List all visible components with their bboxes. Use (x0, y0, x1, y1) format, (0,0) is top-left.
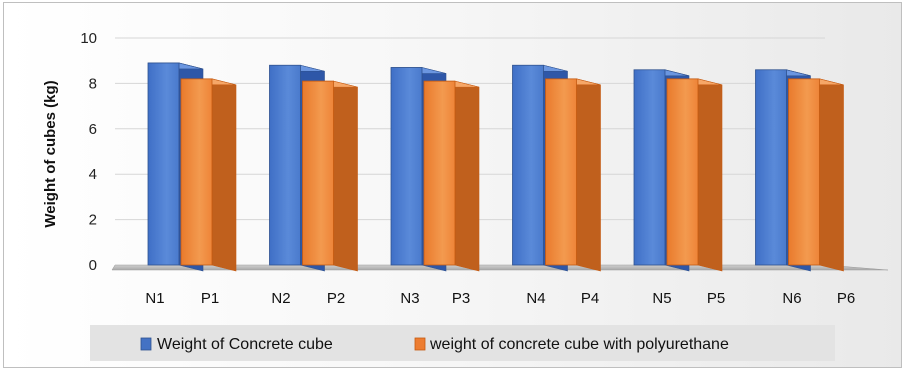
bar-side (576, 78, 601, 272)
bar-front (180, 78, 213, 266)
x-label-p1: P1 (201, 290, 219, 307)
x-label-n4: N4 (526, 290, 545, 307)
legend-box (90, 325, 835, 361)
bar-side (454, 80, 480, 272)
x-label-p2: P2 (327, 290, 345, 307)
bar-p3 (423, 80, 480, 272)
bars (147, 62, 844, 272)
bar-front (666, 78, 699, 266)
bar-side (819, 78, 844, 272)
bar-p2 (302, 80, 358, 272)
bar-front (302, 80, 334, 266)
x-label-p5: P5 (707, 290, 725, 307)
bar-front (269, 64, 301, 266)
x-axis-labels: N1 P1 N2 P2 N3 P3 N4 P4 N5 P5 N6 P6 (145, 290, 855, 307)
y-tick-label: 6 (89, 121, 97, 138)
bar-front (788, 78, 820, 266)
y-tick-label: 4 (89, 166, 97, 183)
x-label-p3: P3 (452, 290, 470, 307)
x-label-n5: N5 (652, 290, 671, 307)
bar-front (390, 67, 423, 266)
bar-p1 (180, 78, 237, 272)
x-label-n6: N6 (782, 290, 801, 307)
bar-front (512, 64, 544, 266)
legend-swatch-concrete (140, 337, 152, 351)
x-label-p4: P4 (581, 290, 599, 307)
y-tick-label: 0 (89, 257, 97, 274)
legend-label-polyurethane: weight of concrete cube with polyurethan… (429, 336, 729, 353)
x-label-n3: N3 (400, 290, 419, 307)
y-tick-label: 10 (80, 30, 97, 47)
legend: Weight of Concrete cube weight of concre… (90, 325, 835, 361)
legend-swatch-polyurethane (414, 337, 426, 351)
x-label-n2: N2 (271, 290, 290, 307)
bar-front (147, 62, 180, 266)
bar-p5 (666, 78, 723, 272)
y-axis-ticks: 0 2 4 6 8 10 (80, 30, 97, 274)
bar-front (755, 69, 787, 266)
bar-side (697, 78, 723, 272)
y-tick-label: 8 (89, 75, 97, 92)
bar-p6 (788, 78, 844, 272)
bar-front (545, 78, 577, 266)
bar-front (633, 69, 666, 266)
bar-p4 (545, 78, 601, 272)
bar-front (423, 80, 456, 266)
x-label-p6: P6 (837, 290, 855, 307)
y-tick-label: 2 (89, 212, 97, 229)
bar-side (211, 78, 237, 272)
bar-side (333, 80, 358, 272)
x-label-n1: N1 (145, 290, 164, 307)
y-axis-title: Weight of cubes (kg) (42, 80, 59, 227)
legend-label-concrete: Weight of Concrete cube (157, 336, 333, 353)
